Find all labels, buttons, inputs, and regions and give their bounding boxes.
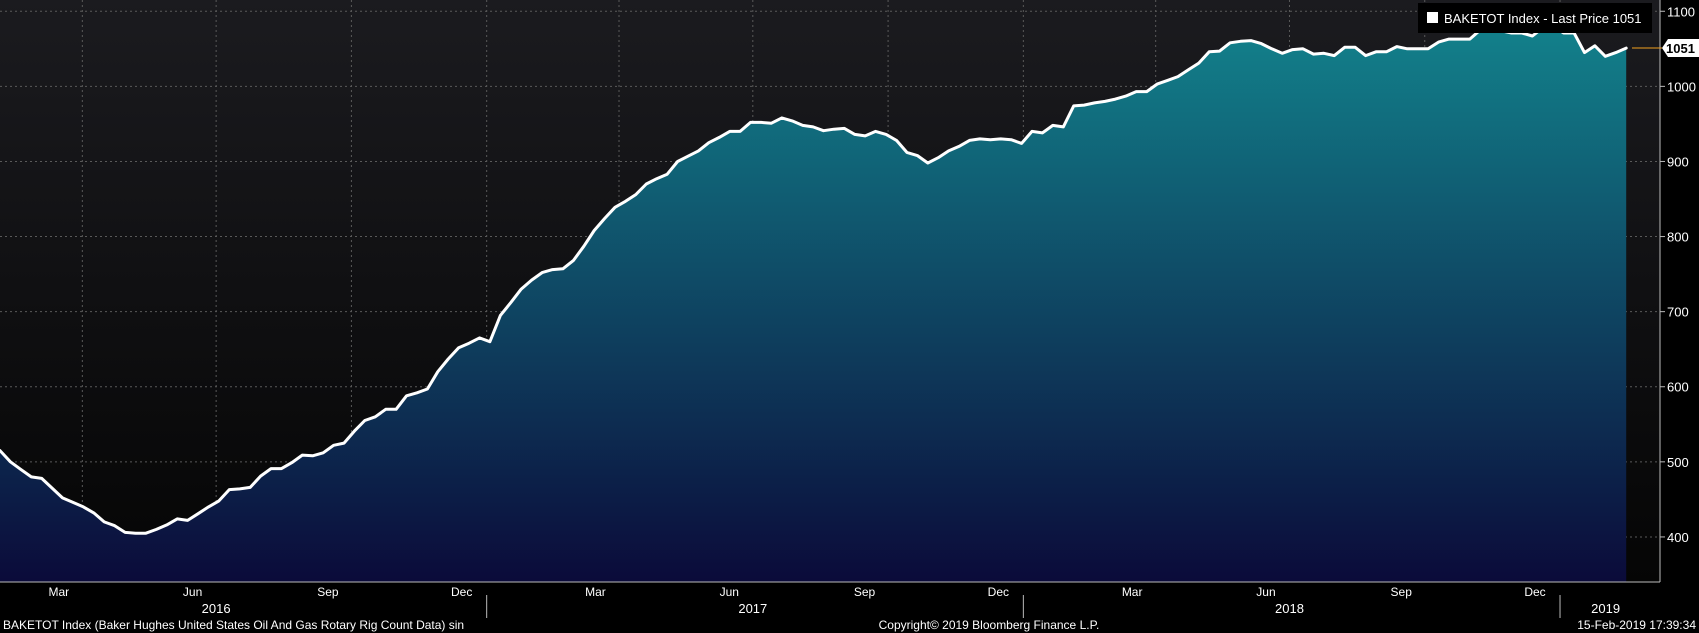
x-month-label-2: Sep <box>317 585 339 599</box>
x-year-label-2: 2018 <box>1275 601 1304 616</box>
y-tick-label-1: 500 <box>1667 455 1689 470</box>
y-tick-label-7: 1100 <box>1667 4 1695 19</box>
legend-label: BAKETOT Index - Last Price 1051 <box>1444 11 1642 26</box>
area-layer <box>0 26 1627 583</box>
legend: BAKETOT Index - Last Price 1051 <box>1418 3 1652 33</box>
legend-box <box>1418 3 1652 33</box>
footer-timestamp: 15-Feb-2019 17:39:34 <box>1577 618 1696 632</box>
x-month-label-1: Jun <box>183 585 202 599</box>
last-price-badge: 1051 <box>1632 39 1699 58</box>
x-month-label-9: Jun <box>1256 585 1275 599</box>
footer-copyright: Copyright© 2019 Bloomberg Finance L.P. <box>879 618 1100 632</box>
x-month-label-7: Dec <box>988 585 1009 599</box>
series-area <box>0 26 1627 583</box>
legend-swatch <box>1427 12 1438 23</box>
y-tick-label-0: 400 <box>1667 530 1689 545</box>
x-month-label-0: Mar <box>48 585 69 599</box>
x-axis: Mar Jun Sep Dec Mar Jun Sep Dec Mar Jun Sep Dec 2016… <box>0 581 1660 618</box>
line-layer <box>0 24 1628 535</box>
x-month-label-8: Mar <box>1122 585 1143 599</box>
x-month-label-6: Sep <box>854 585 876 599</box>
x-month-label-11: Dec <box>1524 585 1545 599</box>
y-tick-label-3: 700 <box>1667 305 1689 320</box>
y-tick-label-4: 800 <box>1667 230 1689 245</box>
footer-description: BAKETOT Index (Baker Hughes United State… <box>3 618 464 632</box>
x-month-label-3: Dec <box>451 585 472 599</box>
x-month-label-4: Mar <box>585 585 606 599</box>
x-year-label-3: 2019 <box>1591 601 1620 616</box>
y-tick-label-5: 900 <box>1667 154 1689 169</box>
series-line <box>0 24 1628 535</box>
x-year-label-0: 2016 <box>202 601 231 616</box>
footer: BAKETOT Index (Baker Hughes United State… <box>3 618 1696 632</box>
last-price-badge-value: 1051 <box>1666 41 1695 56</box>
x-year-label-1: 2017 <box>738 601 767 616</box>
y-tick-label-2: 600 <box>1667 380 1689 395</box>
x-month-label-5: Jun <box>720 585 739 599</box>
x-month-label-10: Sep <box>1391 585 1413 599</box>
last-price-badge-shape <box>1662 39 1699 58</box>
y-axis: 400 500 600 700 800 900 1000 1100 <box>1659 0 1696 582</box>
y-tick-label-6: 1000 <box>1667 79 1696 94</box>
